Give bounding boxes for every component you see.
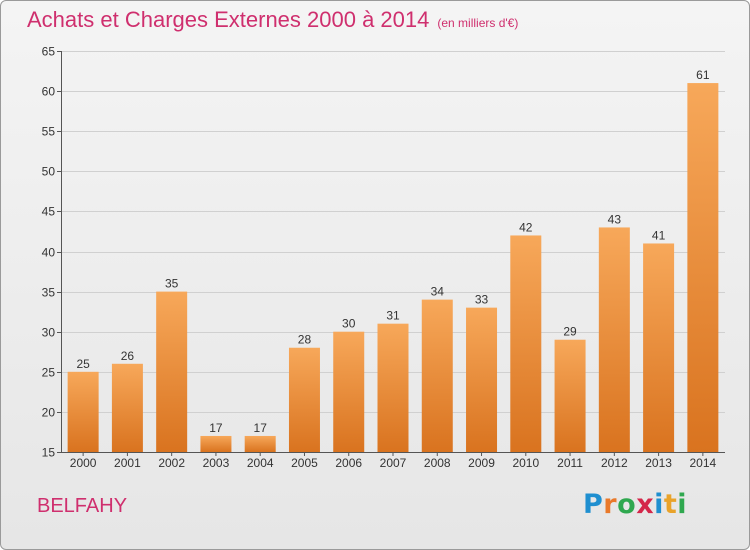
bar	[643, 243, 675, 452]
x-tick-label: 2004	[247, 456, 274, 470]
bar	[156, 291, 188, 452]
x-tick-label: 2005	[291, 456, 318, 470]
x-tick-label: 2007	[380, 456, 407, 470]
data-label: 26	[121, 349, 135, 363]
x-tick-label: 2008	[424, 456, 451, 470]
data-label: 41	[652, 228, 666, 242]
data-label: 61	[696, 68, 710, 82]
x-tick-label: 2011	[557, 456, 583, 470]
data-label: 30	[342, 317, 356, 331]
data-label: 17	[254, 421, 268, 435]
place-name: BELFAHY	[37, 495, 128, 517]
bar	[421, 299, 453, 452]
data-label: 25	[76, 357, 90, 371]
y-tick-label: 55	[42, 125, 56, 139]
bar	[200, 435, 232, 452]
bar	[333, 331, 365, 452]
y-tick-label: 50	[42, 165, 56, 179]
axes: 15 20 25 30 35 40 45 50 55 60 65 2000 2001 2002 2003 20…	[42, 45, 725, 470]
chart-title: Achats et Charges Externes 2000 à 2014 (e…	[27, 7, 518, 33]
data-label: 43	[608, 212, 622, 226]
x-tick-label: 2000	[70, 456, 97, 470]
bar	[510, 235, 542, 452]
data-label: 17	[209, 421, 223, 435]
data-label: 31	[386, 309, 400, 323]
bar	[244, 435, 276, 452]
bar	[111, 363, 143, 452]
x-tick-label: 2001	[114, 456, 141, 470]
proxiti-logo: Proxiti	[583, 489, 687, 520]
bar	[466, 307, 498, 452]
y-tick-label: 35	[42, 286, 56, 300]
data-label: 35	[165, 277, 179, 291]
y-tick-label: 60	[42, 85, 56, 99]
x-tick-label: 2013	[645, 456, 672, 470]
data-label: 42	[519, 220, 533, 234]
bar	[67, 371, 99, 452]
data-label: 33	[475, 293, 489, 307]
data-label: 28	[298, 333, 312, 347]
bar	[687, 83, 719, 452]
x-tick-label: 2014	[690, 456, 717, 470]
y-tick-label: 65	[42, 45, 56, 59]
logo-letter: i	[654, 489, 664, 520]
x-tick-label: 2002	[158, 456, 185, 470]
logo-letter: i	[677, 489, 688, 520]
y-tick-label: 20	[42, 406, 56, 420]
bar	[554, 339, 586, 452]
bar	[377, 323, 409, 452]
data-label: 34	[431, 285, 445, 299]
logo-letter: t	[663, 489, 678, 520]
data-label: 29	[563, 325, 577, 339]
logo-letter: x	[636, 489, 655, 520]
y-tick-label: 25	[42, 366, 56, 380]
logo-letter: r	[603, 489, 618, 520]
chart-subtitle: (en milliers d'€)	[437, 16, 519, 30]
bars: 25 26 35 17 17 28 30 31 34 33 42 29 43 41 61	[67, 68, 719, 452]
x-tick-label: 2010	[512, 456, 539, 470]
x-tick-label: 2006	[335, 456, 362, 470]
x-tick-label: 2012	[601, 456, 628, 470]
chart-title-text: Achats et Charges Externes 2000 à 2014	[27, 7, 430, 32]
logo-letter: o	[617, 489, 637, 520]
x-tick-label: 2003	[203, 456, 230, 470]
y-tick-label: 45	[42, 205, 56, 219]
x-tick-label: 2009	[468, 456, 495, 470]
logo-letter: P	[583, 489, 604, 520]
y-tick-label: 40	[42, 246, 56, 260]
bar	[598, 227, 630, 452]
y-tick-label: 15	[42, 446, 56, 460]
y-tick-label: 30	[42, 326, 56, 340]
bar	[288, 347, 320, 452]
